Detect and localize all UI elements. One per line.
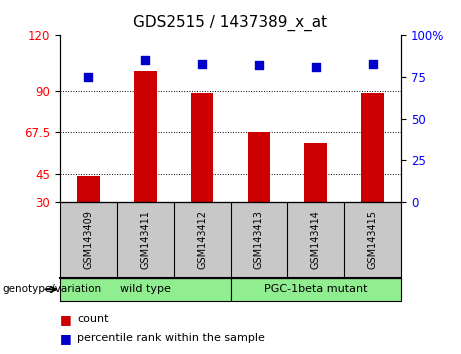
Text: ■: ■ [60, 332, 71, 345]
Text: count: count [77, 314, 109, 324]
Text: GSM143409: GSM143409 [83, 210, 94, 269]
Bar [77, 176, 100, 202]
Text: GSM143415: GSM143415 [367, 210, 378, 269]
Point [85, 74, 92, 80]
Point [142, 57, 149, 63]
Point [369, 61, 376, 67]
Bar [134, 70, 157, 202]
Bar [304, 143, 327, 202]
Text: percentile rank within the sample: percentile rank within the sample [77, 333, 266, 343]
Text: GSM143412: GSM143412 [197, 210, 207, 269]
Point [255, 63, 263, 68]
Text: GSM143413: GSM143413 [254, 210, 264, 269]
Text: ■: ■ [60, 313, 71, 326]
Text: genotype/variation: genotype/variation [2, 284, 101, 295]
Point [312, 64, 319, 70]
Text: PGC-1beta mutant: PGC-1beta mutant [264, 284, 367, 295]
Bar [248, 132, 270, 202]
Text: GSM143411: GSM143411 [140, 210, 150, 269]
Bar [361, 93, 384, 202]
Text: GSM143414: GSM143414 [311, 210, 321, 269]
Bar [191, 93, 213, 202]
Point [198, 61, 206, 67]
Title: GDS2515 / 1437389_x_at: GDS2515 / 1437389_x_at [133, 15, 328, 31]
Text: wild type: wild type [120, 284, 171, 295]
